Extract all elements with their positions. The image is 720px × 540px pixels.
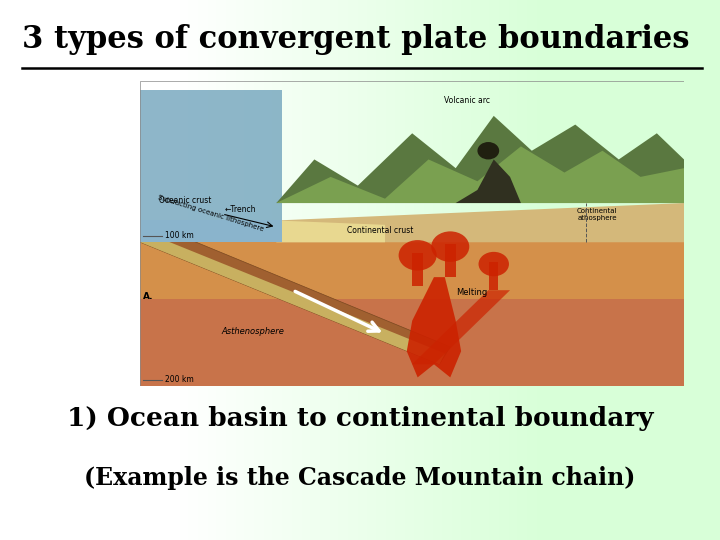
Text: Subducting oceanic lithosphere: Subducting oceanic lithosphere — [157, 194, 264, 232]
Polygon shape — [407, 277, 461, 377]
Text: Continental crust: Continental crust — [347, 226, 413, 235]
Text: Oceanic crust: Oceanic crust — [159, 196, 212, 205]
Text: Continental
athosphere: Continental athosphere — [577, 208, 617, 221]
Text: 3 types of convergent plate boundaries: 3 types of convergent plate boundaries — [22, 24, 689, 55]
Polygon shape — [276, 146, 684, 203]
Polygon shape — [276, 220, 385, 242]
Text: 200 km: 200 km — [165, 375, 194, 384]
Circle shape — [477, 142, 499, 159]
Polygon shape — [413, 290, 510, 364]
Polygon shape — [276, 116, 684, 203]
Text: Melting: Melting — [456, 288, 487, 296]
Polygon shape — [140, 234, 445, 364]
Circle shape — [431, 231, 469, 262]
Polygon shape — [140, 220, 282, 242]
Polygon shape — [276, 203, 684, 242]
Bar — [445, 245, 456, 277]
Polygon shape — [140, 90, 282, 220]
Bar — [490, 262, 498, 290]
Circle shape — [479, 252, 509, 276]
Text: 1) Ocean basin to continental boundary: 1) Ocean basin to continental boundary — [67, 406, 653, 431]
Bar — [413, 253, 423, 286]
Text: ←Trench: ←Trench — [225, 205, 256, 214]
Text: 100 km: 100 km — [165, 231, 194, 240]
Text: (Example is the Cascade Mountain chain): (Example is the Cascade Mountain chain) — [84, 466, 636, 490]
Polygon shape — [140, 290, 684, 386]
Polygon shape — [456, 159, 521, 203]
Text: Asthenosphere: Asthenosphere — [222, 327, 285, 336]
Text: Volcanic arc: Volcanic arc — [444, 96, 490, 105]
Text: A.: A. — [143, 292, 153, 301]
Polygon shape — [140, 234, 684, 299]
Circle shape — [399, 240, 436, 271]
Polygon shape — [140, 225, 450, 364]
